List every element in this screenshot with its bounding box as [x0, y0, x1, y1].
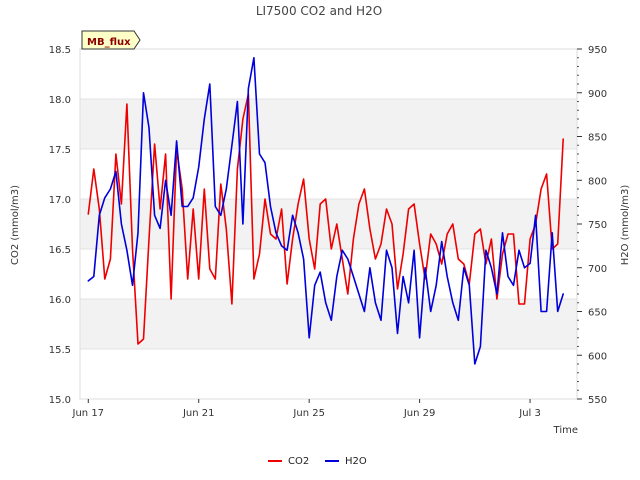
- right-y-tick-label-7: 900: [588, 89, 607, 100]
- series-line-h2o: [87, 56, 565, 365]
- left-y-tick-label-6: 18.0: [49, 95, 71, 106]
- x-tick-label-0: Jun 17: [72, 408, 105, 419]
- mb-flux-tag: MB_flux: [81, 30, 141, 50]
- series-line-co2: [87, 93, 565, 345]
- mb-flux-tag-label: MB_flux: [87, 37, 131, 48]
- legend-label-h2o: H2O: [345, 456, 367, 467]
- right-y-tick-label-5: 800: [588, 176, 607, 187]
- right-y-tick-label-6: 850: [588, 133, 607, 144]
- right-y-tick-label-3: 700: [588, 264, 607, 275]
- left-y-tick-label-2: 16.0: [49, 295, 71, 306]
- left-y-tick-label-0: 15.0: [49, 395, 71, 406]
- left-y-tick-label-3: 16.5: [49, 245, 71, 256]
- right-y-axis: 550 600 650 700 750 800 850 900 950: [577, 45, 607, 406]
- chart-title: LI7500 CO2 and H2O: [256, 4, 382, 18]
- left-y-tick-label-7: 18.5: [49, 45, 71, 56]
- left-y-tick-label-4: 17.0: [49, 195, 71, 206]
- left-y-tick-label-5: 17.5: [49, 145, 71, 156]
- right-y-tick-label-8: 950: [588, 45, 607, 56]
- plot-band-2: [80, 99, 577, 149]
- legend-label-co2: CO2: [288, 456, 309, 467]
- x-axis-title: Time: [553, 425, 578, 436]
- plot-band-0: [80, 299, 577, 349]
- x-tick-label-2: Jun 25: [292, 408, 325, 419]
- x-tick-label-1: Jun 21: [182, 408, 215, 419]
- right-y-axis-title: H2O (mmol/m3): [620, 185, 631, 266]
- legend: CO2 H2O: [268, 456, 367, 467]
- right-y-tick-label-4: 750: [588, 220, 607, 231]
- x-tick-label-4: Jul 3: [518, 408, 541, 419]
- left-y-axis-title: CO2 (mmol/m3): [10, 185, 21, 265]
- left-y-axis: 15.0 15.5 16.0 16.5 17.0 17.5 18.0 18.5: [49, 45, 71, 406]
- right-y-tick-label-2: 650: [588, 308, 607, 319]
- x-axis: Jun 17 Jun 21 Jun 25 Jun 29 Jul 3: [72, 399, 541, 419]
- series-layer: [87, 56, 565, 365]
- left-y-tick-label-1: 15.5: [49, 345, 71, 356]
- right-y-tick-label-0: 550: [588, 395, 607, 406]
- x-tick-label-3: Jun 29: [403, 408, 436, 419]
- right-y-tick-label-1: 600: [588, 351, 607, 362]
